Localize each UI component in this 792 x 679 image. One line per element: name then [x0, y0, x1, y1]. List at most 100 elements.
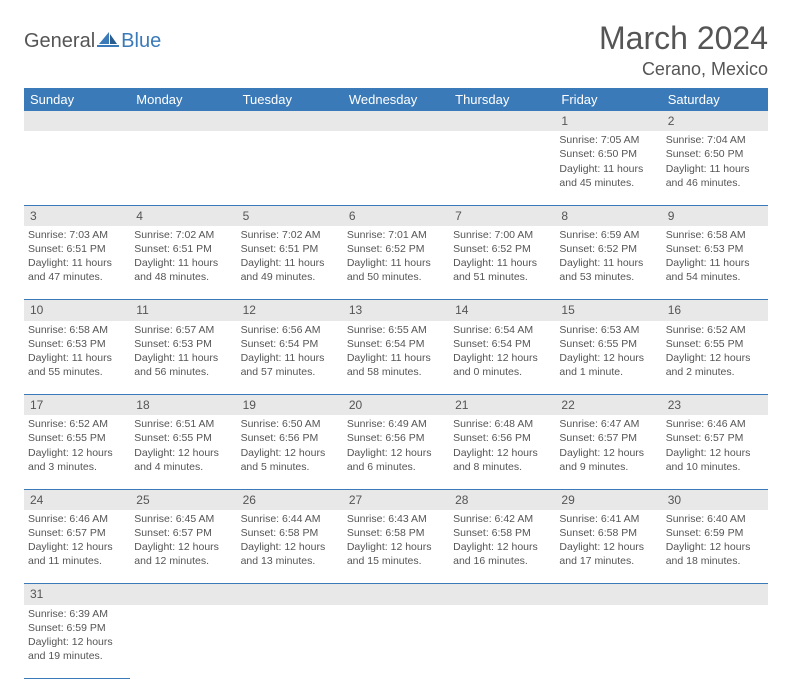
- daylight-text: Daylight: 11 hours and 50 minutes.: [347, 256, 445, 284]
- sunrise-text: Sunrise: 6:52 AM: [666, 323, 764, 337]
- day-number-cell: 17: [24, 395, 130, 416]
- sunrise-text: Sunrise: 6:45 AM: [134, 512, 232, 526]
- sunset-text: Sunset: 6:52 PM: [347, 242, 445, 256]
- sunset-text: Sunset: 6:52 PM: [559, 242, 657, 256]
- sunset-text: Sunset: 6:56 PM: [453, 431, 551, 445]
- day-cell: Sunrise: 6:55 AMSunset: 6:54 PMDaylight:…: [343, 321, 449, 395]
- sunset-text: Sunset: 6:56 PM: [347, 431, 445, 445]
- daylight-text: Daylight: 12 hours and 4 minutes.: [134, 446, 232, 474]
- day-number-cell: 12: [237, 300, 343, 321]
- day-number-cell: 13: [343, 300, 449, 321]
- sunrise-text: Sunrise: 6:46 AM: [666, 417, 764, 431]
- sunset-text: Sunset: 6:57 PM: [559, 431, 657, 445]
- day-cell: Sunrise: 7:02 AMSunset: 6:51 PMDaylight:…: [237, 226, 343, 300]
- sunrise-text: Sunrise: 7:04 AM: [666, 133, 764, 147]
- sunset-text: Sunset: 6:53 PM: [28, 337, 126, 351]
- day-number-cell: 15: [555, 300, 661, 321]
- header: General Blue March 2024 Cerano, Mexico: [24, 20, 768, 80]
- weekday-header: Saturday: [662, 88, 768, 111]
- day-cell: Sunrise: 6:40 AMSunset: 6:59 PMDaylight:…: [662, 510, 768, 584]
- sunrise-text: Sunrise: 7:00 AM: [453, 228, 551, 242]
- day-cell: [237, 131, 343, 205]
- weekday-header: Sunday: [24, 88, 130, 111]
- day-number-cell: [449, 584, 555, 605]
- daylight-text: Daylight: 11 hours and 45 minutes.: [559, 162, 657, 190]
- day-number-cell: [237, 584, 343, 605]
- sunset-text: Sunset: 6:59 PM: [666, 526, 764, 540]
- daylight-text: Daylight: 11 hours and 57 minutes.: [241, 351, 339, 379]
- sunrise-text: Sunrise: 6:39 AM: [28, 607, 126, 621]
- sunrise-text: Sunrise: 7:01 AM: [347, 228, 445, 242]
- day-number-cell: 7: [449, 205, 555, 226]
- month-title: March 2024: [599, 20, 768, 57]
- weekday-header: Wednesday: [343, 88, 449, 111]
- sunset-text: Sunset: 6:55 PM: [666, 337, 764, 351]
- day-number-cell: 24: [24, 489, 130, 510]
- daylight-text: Daylight: 11 hours and 53 minutes.: [559, 256, 657, 284]
- day-cell: Sunrise: 6:45 AMSunset: 6:57 PMDaylight:…: [130, 510, 236, 584]
- sunset-text: Sunset: 6:55 PM: [134, 431, 232, 445]
- sunset-text: Sunset: 6:51 PM: [28, 242, 126, 256]
- calendar-table: SundayMondayTuesdayWednesdayThursdayFrid…: [24, 88, 768, 679]
- sunrise-text: Sunrise: 7:03 AM: [28, 228, 126, 242]
- daylight-text: Daylight: 12 hours and 6 minutes.: [347, 446, 445, 474]
- daylight-text: Daylight: 12 hours and 15 minutes.: [347, 540, 445, 568]
- logo: General Blue: [24, 20, 161, 53]
- sunset-text: Sunset: 6:53 PM: [666, 242, 764, 256]
- day-number-cell: 21: [449, 395, 555, 416]
- day-number-cell: 2: [662, 111, 768, 131]
- day-number-cell: [130, 584, 236, 605]
- day-number-cell: 6: [343, 205, 449, 226]
- day-cell: [449, 605, 555, 679]
- week-row: Sunrise: 7:05 AMSunset: 6:50 PMDaylight:…: [24, 131, 768, 205]
- sunrise-text: Sunrise: 6:43 AM: [347, 512, 445, 526]
- sunrise-text: Sunrise: 6:49 AM: [347, 417, 445, 431]
- weekday-header: Thursday: [449, 88, 555, 111]
- daylight-text: Daylight: 11 hours and 51 minutes.: [453, 256, 551, 284]
- weekday-header: Tuesday: [237, 88, 343, 111]
- daylight-text: Daylight: 12 hours and 12 minutes.: [134, 540, 232, 568]
- sunrise-text: Sunrise: 6:53 AM: [559, 323, 657, 337]
- day-number-cell: 5: [237, 205, 343, 226]
- daylight-text: Daylight: 11 hours and 47 minutes.: [28, 256, 126, 284]
- daylight-text: Daylight: 11 hours and 55 minutes.: [28, 351, 126, 379]
- sunset-text: Sunset: 6:59 PM: [28, 621, 126, 635]
- week-row: Sunrise: 6:46 AMSunset: 6:57 PMDaylight:…: [24, 510, 768, 584]
- day-cell: Sunrise: 6:52 AMSunset: 6:55 PMDaylight:…: [662, 321, 768, 395]
- day-cell: [130, 605, 236, 679]
- sunrise-text: Sunrise: 6:55 AM: [347, 323, 445, 337]
- sunrise-text: Sunrise: 6:46 AM: [28, 512, 126, 526]
- sunset-text: Sunset: 6:54 PM: [241, 337, 339, 351]
- day-cell: [24, 131, 130, 205]
- sunset-text: Sunset: 6:55 PM: [28, 431, 126, 445]
- day-cell: Sunrise: 7:01 AMSunset: 6:52 PMDaylight:…: [343, 226, 449, 300]
- sunset-text: Sunset: 6:58 PM: [347, 526, 445, 540]
- day-number-cell: 20: [343, 395, 449, 416]
- day-cell: Sunrise: 6:59 AMSunset: 6:52 PMDaylight:…: [555, 226, 661, 300]
- day-number-cell: [237, 111, 343, 131]
- day-cell: Sunrise: 6:46 AMSunset: 6:57 PMDaylight:…: [662, 415, 768, 489]
- sunrise-text: Sunrise: 6:58 AM: [666, 228, 764, 242]
- sunrise-text: Sunrise: 6:58 AM: [28, 323, 126, 337]
- logo-text-2: Blue: [121, 30, 161, 53]
- daylight-text: Daylight: 12 hours and 1 minute.: [559, 351, 657, 379]
- day-number-row: 3456789: [24, 205, 768, 226]
- day-number-cell: 4: [130, 205, 236, 226]
- sunset-text: Sunset: 6:53 PM: [134, 337, 232, 351]
- daylight-text: Daylight: 11 hours and 58 minutes.: [347, 351, 445, 379]
- sunset-text: Sunset: 6:52 PM: [453, 242, 551, 256]
- daylight-text: Daylight: 12 hours and 8 minutes.: [453, 446, 551, 474]
- sunset-text: Sunset: 6:54 PM: [453, 337, 551, 351]
- day-cell: Sunrise: 6:44 AMSunset: 6:58 PMDaylight:…: [237, 510, 343, 584]
- day-number-cell: 26: [237, 489, 343, 510]
- day-number-row: 31: [24, 584, 768, 605]
- day-number-cell: [24, 111, 130, 131]
- day-number-cell: [343, 584, 449, 605]
- daylight-text: Daylight: 12 hours and 0 minutes.: [453, 351, 551, 379]
- day-number-cell: 19: [237, 395, 343, 416]
- sunset-text: Sunset: 6:51 PM: [241, 242, 339, 256]
- day-cell: [237, 605, 343, 679]
- day-number-cell: 16: [662, 300, 768, 321]
- day-cell: Sunrise: 6:57 AMSunset: 6:53 PMDaylight:…: [130, 321, 236, 395]
- sunrise-text: Sunrise: 7:02 AM: [241, 228, 339, 242]
